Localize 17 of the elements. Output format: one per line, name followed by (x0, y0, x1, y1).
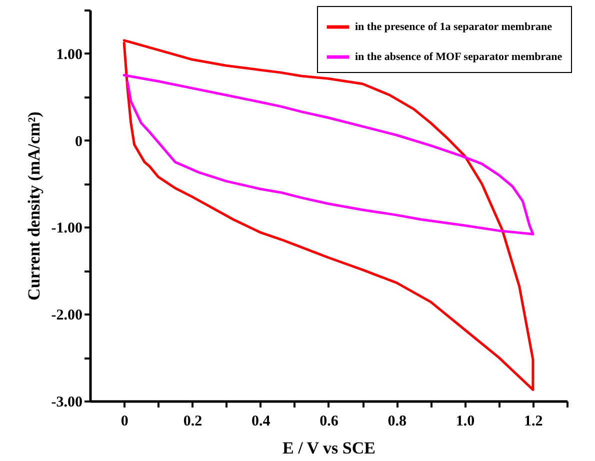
y-axis-title: Current density (mA/cm²) (24, 112, 44, 300)
y-tick-label: -1.00 (51, 220, 82, 237)
legend-label: in the presence of 1a separator membrane (355, 21, 552, 33)
y-tick-label: 0 (75, 134, 82, 150)
line-series (122, 74, 534, 236)
x-tick-label: 1.0 (456, 414, 475, 430)
x-axis-title: E / V vs SCE (282, 438, 376, 458)
x-tick-label: 0.8 (388, 414, 407, 430)
y-tick-label: 1.00 (56, 46, 82, 63)
x-tick-label: 0 (120, 414, 128, 430)
x-tick-label: 0.2 (183, 414, 202, 430)
x-tick-label: 0.4 (251, 414, 271, 430)
y-tick-label: -3.00 (51, 394, 82, 410)
x-tick-label: 1.2 (524, 414, 543, 430)
x-tick-label: 0.6 (320, 414, 339, 430)
y-tick-label: -2.00 (51, 308, 82, 324)
legend-label: in the absence of MOF separator membrane (355, 51, 562, 63)
